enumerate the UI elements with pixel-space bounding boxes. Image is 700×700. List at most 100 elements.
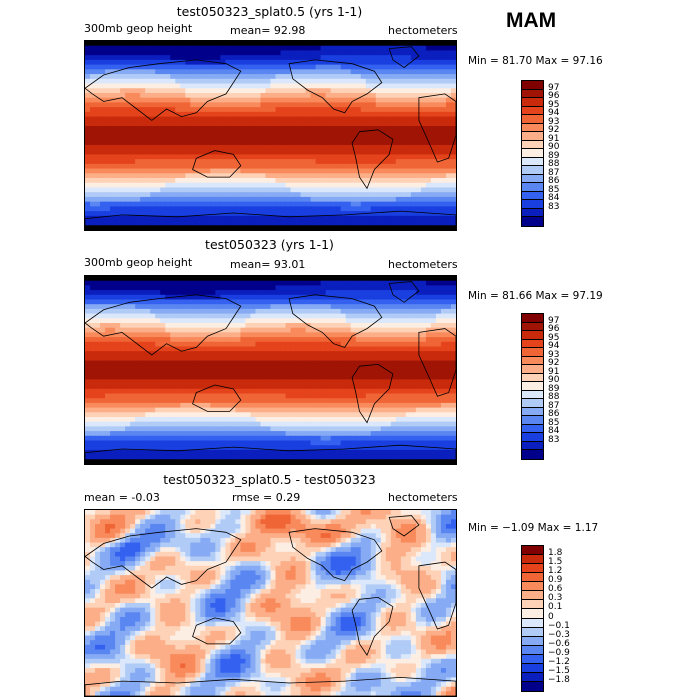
map-field-cell: [135, 355, 141, 362]
map-field-cell: [385, 323, 392, 329]
map-field-cell: [115, 41, 121, 47]
map-field-cell: [260, 41, 267, 47]
map-field-cell: [265, 215, 272, 222]
map-field-cell: [355, 192, 362, 198]
map-field-cell: [305, 384, 312, 390]
map-field-cell: [95, 92, 101, 99]
map-field-cell: [190, 102, 196, 108]
map-field-cell: [395, 370, 402, 376]
map-field-cell: [155, 192, 161, 198]
map-field-cell: [380, 178, 387, 184]
map-field-cell: [160, 192, 166, 198]
map-field-cell: [350, 45, 357, 52]
map-field-cell: [105, 299, 111, 305]
map-field-cell: [180, 182, 186, 189]
map-field-cell: [380, 294, 387, 301]
map-field-cell: [395, 337, 402, 343]
map-field-cell: [445, 41, 452, 47]
map-field-cell: [190, 163, 196, 170]
map-field-cell: [165, 126, 171, 132]
colorbar-swatch: [522, 208, 543, 218]
map-field-cell: [230, 323, 236, 329]
map-field-cell: [260, 374, 267, 380]
map-field-cell: [385, 299, 392, 305]
map-field-cell: [425, 130, 432, 137]
map-field-cell: [165, 379, 171, 385]
map-field-cell: [325, 64, 332, 70]
map-field-cell: [330, 379, 337, 385]
map-field-cell: [280, 83, 287, 89]
map-field-cell: [180, 308, 186, 315]
map-field-cell: [175, 215, 181, 222]
map-field-cell: [90, 379, 96, 385]
map-field-cell: [110, 41, 116, 47]
map-field-cell: [295, 341, 302, 348]
map-field-cell: [130, 388, 136, 395]
map-field-cell: [250, 64, 257, 70]
map-field-cell: [145, 50, 151, 56]
map-field-cell: [110, 121, 116, 127]
map-field-cell: [245, 379, 252, 385]
map-field-cell: [425, 116, 432, 122]
map-field-cell: [440, 388, 447, 395]
map-field-cell: [160, 144, 166, 151]
map-field-cell: [235, 97, 242, 104]
map-field-cell: [215, 388, 221, 395]
map-field-cell: [400, 154, 407, 160]
map-field-cell: [365, 285, 372, 291]
map-field-cell: [270, 318, 277, 324]
map-field-cell: [340, 201, 347, 207]
map-field-cell: [245, 135, 252, 141]
map-field-cell: [350, 178, 357, 184]
map-field-cell: [405, 69, 412, 75]
map-field-cell: [250, 92, 257, 99]
map-field-cell: [240, 69, 247, 75]
map-field-cell: [170, 211, 176, 217]
map-field-cell: [310, 355, 317, 362]
map-field-cell: [260, 78, 267, 85]
map-field-cell: [385, 121, 392, 127]
map-field-cell: [385, 88, 392, 94]
map-field-cell: [295, 201, 302, 207]
map-field-cell: [375, 102, 382, 108]
map-field-cell: [370, 159, 377, 165]
map-field-cell: [210, 215, 216, 222]
map-field-cell: [315, 74, 322, 80]
map-field-cell: [275, 111, 282, 118]
map-field-cell: [175, 398, 181, 404]
map-field-cell: [430, 88, 437, 94]
map-field-cell: [105, 187, 111, 193]
map-field-cell: [415, 154, 422, 160]
map-field-cell: [210, 88, 216, 94]
map-field-cell: [425, 59, 432, 66]
map-field-cell: [100, 88, 106, 94]
map-field-cell: [375, 178, 382, 184]
map-field-cell: [125, 360, 131, 366]
map-field-cell: [310, 111, 317, 118]
map-field-cell: [195, 299, 201, 305]
map-field-cell: [210, 355, 216, 362]
map-field-cell: [85, 398, 91, 404]
map-field-cell: [310, 78, 317, 85]
map-field-cell: [85, 285, 91, 291]
map-field-cell: [415, 365, 422, 371]
map-field-cell: [200, 337, 206, 343]
map-field-cell: [190, 318, 196, 324]
map-field-cell: [350, 159, 357, 165]
map-field-cell: [220, 173, 226, 179]
map-field-cell: [95, 140, 101, 146]
map-field-cell: [120, 187, 126, 193]
map-field-cell: [150, 206, 156, 212]
map-field-cell: [220, 206, 226, 212]
map-field-cell: [210, 92, 216, 99]
map-field-cell: [200, 126, 206, 132]
map-field-cell: [360, 187, 367, 193]
map-field-cell: [420, 196, 427, 203]
map-field-cell: [290, 182, 297, 189]
map-field-cell: [255, 83, 262, 89]
map-field-cell: [275, 159, 282, 165]
map-field-cell: [200, 69, 206, 75]
panel-1-map-svg: [85, 41, 456, 230]
map-field-cell: [195, 280, 201, 286]
map-field-cell: [115, 365, 121, 371]
